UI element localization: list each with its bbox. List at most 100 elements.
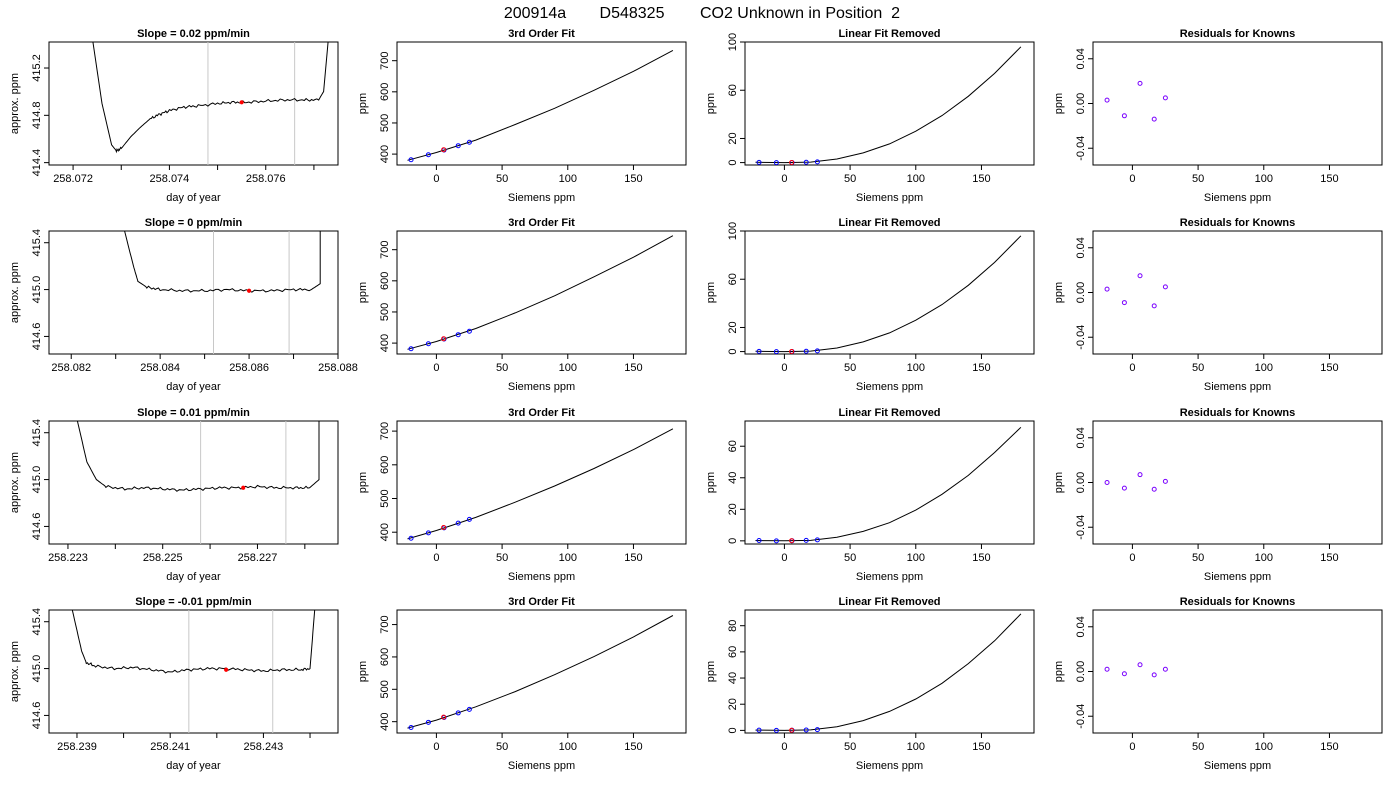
y-axis: 414.4 414.8 415.2 approx. ppm xyxy=(9,54,49,176)
y-tick-label: 20 xyxy=(727,321,739,333)
x-tick-label: 100 xyxy=(559,741,577,753)
x-tick-label: 150 xyxy=(972,552,990,564)
y-axis: 400 500 600 700 ppm xyxy=(357,615,397,731)
x-axis: 0 50 100 150 Siemens ppm xyxy=(781,544,991,583)
y-tick-label: 414.6 xyxy=(31,323,43,351)
plot-area xyxy=(407,615,674,730)
x-axis-label: day of year xyxy=(166,760,221,772)
known-point xyxy=(455,710,461,716)
unknown-point xyxy=(441,714,447,720)
panel-r3-residuals: Residuals for Knowns 0 50 100 150 Siemens ppm… xyxy=(1053,407,1383,583)
plot-area xyxy=(1104,273,1168,309)
x-tick-label: 100 xyxy=(559,362,577,374)
panel-r3-linear_removed: Linear Fit Removed 0 50 100 150 Siemens ppm 0 2… xyxy=(705,407,1035,583)
x-axis-label: Siemens ppm xyxy=(856,571,923,583)
x-axis-label: Siemens ppm xyxy=(508,571,575,583)
x-tick-label: 50 xyxy=(844,741,856,753)
plot-frame xyxy=(396,41,687,166)
x-tick-label: 258.088 xyxy=(318,362,358,374)
residual-point xyxy=(1151,116,1157,122)
residual-point xyxy=(1121,300,1127,306)
residual-point xyxy=(1162,95,1168,101)
y-tick-label: 0 xyxy=(727,160,739,166)
x-tick-label: 258.241 xyxy=(150,741,190,753)
known-point xyxy=(455,332,461,338)
y-tick-label: 0.00 xyxy=(1075,282,1087,303)
x-axis: 0 50 100 150 Siemens ppm xyxy=(781,165,991,204)
trace-line xyxy=(124,231,321,293)
panel-title: Residuals for Knowns xyxy=(1180,28,1296,40)
y-axis-label: approx. ppm xyxy=(9,452,21,513)
known-point xyxy=(773,349,779,354)
y-tick-label: -0.04 xyxy=(1075,704,1087,729)
x-tick-label: 50 xyxy=(496,741,508,753)
known-point xyxy=(803,727,809,733)
x-tick-label: 50 xyxy=(844,362,856,374)
known-point xyxy=(756,538,762,544)
known-point xyxy=(466,706,472,712)
plot-frame xyxy=(1092,420,1383,545)
y-tick-label: 414.4 xyxy=(31,149,43,177)
x-tick-label: 150 xyxy=(624,173,642,185)
y-axis: -0.04 0.00 0.04 ppm xyxy=(1053,237,1093,350)
y-tick-label: 415.0 xyxy=(31,276,43,304)
panel-title: Residuals for Knowns xyxy=(1180,217,1296,229)
fit-curve xyxy=(407,615,674,729)
known-point xyxy=(425,152,431,158)
panel-r1-linear_removed: Linear Fit Removed 0 50 100 150 Siemens ppm 0 2… xyxy=(705,28,1035,204)
known-point xyxy=(814,537,820,543)
known-point xyxy=(466,516,472,522)
panel-r1-fit: 3rd Order Fit 0 50 100 150 Siemens ppm 400 500 6… xyxy=(357,28,687,204)
x-tick-label: 50 xyxy=(496,173,508,185)
plot-area xyxy=(407,49,674,163)
fit-curve xyxy=(755,613,1022,731)
known-point xyxy=(814,727,820,733)
panel-r2-fit: 3rd Order Fit 0 50 100 150 Siemens ppm 400 500 6… xyxy=(357,217,687,393)
residual-point xyxy=(1151,672,1157,678)
y-tick-label: 415.4 xyxy=(31,608,43,636)
plot-frame xyxy=(744,230,1035,355)
residual-point xyxy=(1104,97,1110,103)
fit-curve xyxy=(407,49,674,161)
panel-title: 3rd Order Fit xyxy=(508,407,575,419)
x-tick-label: 0 xyxy=(1129,173,1135,185)
sample-marker xyxy=(246,288,252,293)
y-axis-label: ppm xyxy=(357,661,369,682)
panel-title: Linear Fit Removed xyxy=(838,217,940,229)
x-tick-label: 0 xyxy=(1129,552,1135,564)
x-tick-label: 0 xyxy=(433,552,439,564)
x-tick-label: 150 xyxy=(972,362,990,374)
x-axis-label: Siemens ppm xyxy=(856,381,923,393)
x-tick-label: 150 xyxy=(1320,552,1338,564)
y-tick-label: 700 xyxy=(379,422,391,440)
y-tick-label: 20 xyxy=(727,503,739,515)
title-description: CO2 Unknown in Position 2 xyxy=(700,5,900,22)
plot-frame xyxy=(1092,609,1383,734)
panel-r1-residuals: Residuals for Knowns 0 50 100 150 Siemens ppm… xyxy=(1053,28,1383,204)
y-tick-label: 500 xyxy=(379,303,391,321)
y-tick-label: -0.04 xyxy=(1075,325,1087,350)
plot-area xyxy=(407,428,674,541)
known-point xyxy=(773,727,779,733)
y-tick-label: 40 xyxy=(727,672,739,684)
x-axis-label: Siemens ppm xyxy=(508,192,575,204)
residual-point xyxy=(1162,478,1168,484)
x-tick-label: 258.223 xyxy=(48,552,88,564)
panel-title: Linear Fit Removed xyxy=(838,28,940,40)
y-tick-label: -0.04 xyxy=(1075,515,1087,540)
known-point xyxy=(425,341,431,347)
x-tick-label: 100 xyxy=(1255,741,1273,753)
residual-point xyxy=(1104,480,1110,485)
x-tick-label: 150 xyxy=(624,741,642,753)
plot-frame xyxy=(1092,230,1383,355)
x-tick-label: 100 xyxy=(559,173,577,185)
y-axis-label: ppm xyxy=(357,282,369,303)
y-axis: -0.04 0.00 0.04 ppm xyxy=(1053,616,1093,729)
y-tick-label: 414.6 xyxy=(31,702,43,730)
known-point xyxy=(803,159,809,165)
y-tick-label: -0.04 xyxy=(1075,136,1087,161)
x-tick-label: 0 xyxy=(781,741,787,753)
x-axis-label: Siemens ppm xyxy=(508,760,575,772)
residual-point xyxy=(1151,486,1157,492)
